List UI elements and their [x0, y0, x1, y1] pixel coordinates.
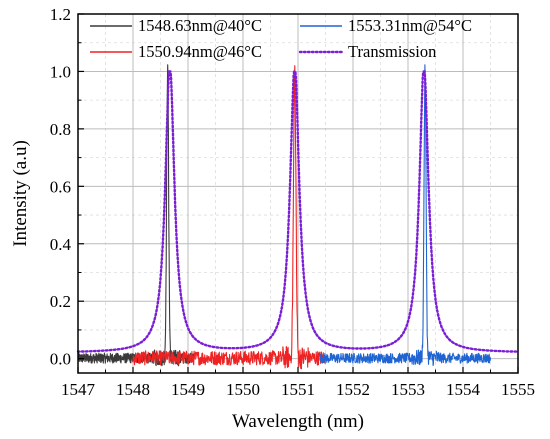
y-tick-label: 1.0	[50, 62, 71, 81]
legend-label-3: 1553.31nm@54°C	[348, 16, 472, 35]
x-tick-label: 1554	[446, 380, 481, 399]
grid	[78, 14, 518, 373]
y-tick-label: 0.2	[50, 292, 71, 311]
series-line-2	[132, 65, 326, 370]
x-tick-label: 1547	[61, 380, 96, 399]
series-line-4	[76, 70, 520, 353]
x-tick-label: 1549	[171, 380, 205, 399]
x-tick-label: 1548	[116, 380, 150, 399]
y-axis-title: Intensity (a.u)	[10, 140, 31, 247]
y-tick-label: 0.8	[50, 120, 71, 139]
series-layer	[76, 64, 520, 370]
x-tick-label: 1555	[501, 380, 535, 399]
legend: 1548.63nm@40°C 1550.94nm@46°C 1553.31nm@54…	[90, 16, 472, 61]
x-axis-title: Wavelength (nm)	[232, 411, 364, 432]
y-tick-label: 0.0	[50, 350, 71, 369]
x-tick-label: 1553	[391, 380, 425, 399]
legend-label-4: Transmission	[348, 42, 436, 61]
y-tick-label: 0.6	[50, 177, 71, 196]
legend-label-2: 1550.94nm@46°C	[138, 42, 262, 61]
x-tick-label: 1552	[336, 380, 370, 399]
ticks: 1547 1548 1549 1550 1551 1552 1553 1554 1555 0.0 0…	[50, 5, 535, 399]
series-line-3	[319, 64, 492, 367]
y-tick-label: 1.2	[50, 5, 71, 24]
legend-label-1: 1548.63nm@40°C	[138, 16, 262, 35]
x-tick-label: 1550	[226, 380, 260, 399]
y-tick-label: 0.4	[50, 235, 72, 254]
x-tick-label: 1551	[281, 380, 315, 399]
